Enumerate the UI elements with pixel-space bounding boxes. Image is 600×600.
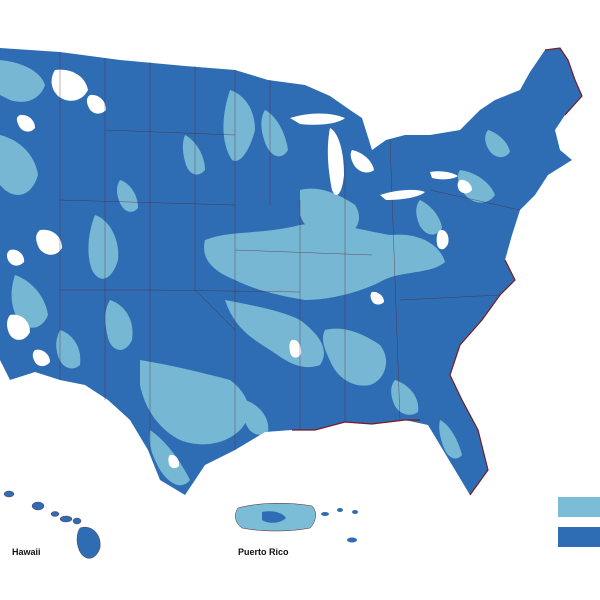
- hawaii-islands: [3, 490, 101, 559]
- hawaii-label: Hawaii: [12, 547, 41, 557]
- legend-swatch-secondary: [558, 497, 600, 517]
- secondary-coverage-regions: [0, 60, 510, 486]
- puerto-rico-label: Puerto Rico: [238, 547, 289, 557]
- legend-swatch-primary: [558, 527, 600, 547]
- no-coverage-regions: [6, 69, 472, 469]
- great-lakes: [290, 113, 458, 200]
- state-borders: [59, 52, 521, 450]
- mainland-us: [0, 47, 583, 496]
- puerto-rico: [235, 502, 358, 543]
- coastline: [292, 47, 583, 496]
